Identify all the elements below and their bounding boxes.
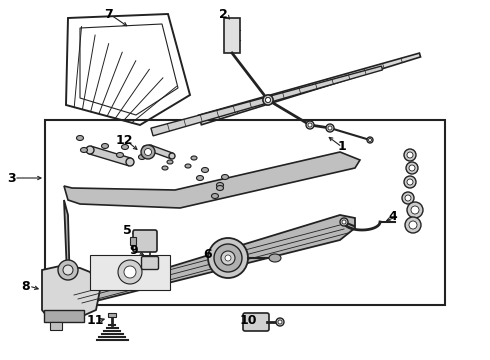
Ellipse shape (196, 175, 203, 180)
Polygon shape (64, 200, 355, 305)
Circle shape (147, 145, 153, 151)
Circle shape (278, 320, 282, 324)
Circle shape (409, 221, 417, 229)
Ellipse shape (162, 166, 168, 170)
Ellipse shape (217, 185, 223, 190)
Ellipse shape (80, 148, 88, 153)
Text: 10: 10 (239, 314, 257, 327)
FancyBboxPatch shape (142, 256, 158, 270)
Ellipse shape (117, 153, 123, 158)
Circle shape (225, 255, 231, 261)
Circle shape (124, 266, 136, 278)
Text: 1: 1 (338, 140, 346, 153)
Circle shape (411, 206, 419, 214)
Circle shape (368, 139, 371, 141)
Circle shape (63, 265, 73, 275)
Circle shape (208, 238, 248, 278)
Text: 9: 9 (130, 244, 138, 257)
Circle shape (306, 121, 314, 129)
Circle shape (263, 95, 273, 105)
Circle shape (58, 260, 78, 280)
Polygon shape (90, 255, 170, 290)
Bar (108, 313, 116, 317)
Text: 12: 12 (115, 134, 133, 147)
Bar (44, 310, 84, 322)
Bar (45, 120, 445, 305)
Circle shape (328, 126, 332, 130)
Circle shape (402, 192, 414, 204)
Circle shape (409, 165, 415, 171)
Polygon shape (42, 266, 100, 320)
Circle shape (145, 148, 151, 156)
Circle shape (407, 152, 413, 158)
Circle shape (266, 98, 270, 103)
Circle shape (326, 124, 334, 132)
Polygon shape (89, 146, 131, 166)
Ellipse shape (167, 160, 173, 164)
Circle shape (169, 153, 175, 159)
Circle shape (340, 218, 348, 226)
Text: 5: 5 (122, 224, 131, 237)
Circle shape (407, 202, 423, 218)
Text: 2: 2 (219, 8, 227, 21)
Ellipse shape (143, 145, 149, 150)
Circle shape (404, 149, 416, 161)
Text: 4: 4 (389, 210, 397, 222)
FancyBboxPatch shape (133, 230, 157, 252)
Polygon shape (64, 152, 360, 208)
Ellipse shape (221, 175, 228, 180)
Circle shape (407, 179, 413, 185)
Text: 3: 3 (7, 171, 15, 184)
Circle shape (276, 318, 284, 326)
Bar (130, 237, 136, 245)
Circle shape (126, 158, 134, 166)
Circle shape (118, 260, 142, 284)
Ellipse shape (201, 167, 209, 172)
Text: 8: 8 (22, 279, 30, 292)
Circle shape (221, 251, 235, 265)
Circle shape (308, 123, 312, 127)
Text: 11: 11 (86, 314, 104, 327)
Circle shape (404, 176, 416, 188)
Circle shape (405, 217, 421, 233)
Polygon shape (198, 53, 420, 125)
Circle shape (141, 145, 155, 159)
Ellipse shape (185, 164, 191, 168)
Circle shape (406, 162, 418, 174)
Circle shape (263, 95, 273, 105)
FancyBboxPatch shape (243, 313, 269, 331)
Polygon shape (149, 145, 173, 159)
Ellipse shape (139, 154, 146, 159)
Circle shape (342, 220, 346, 224)
Circle shape (405, 195, 411, 201)
Text: 6: 6 (204, 248, 212, 261)
Ellipse shape (269, 254, 281, 262)
Ellipse shape (76, 135, 83, 140)
Circle shape (266, 98, 270, 103)
Ellipse shape (101, 144, 108, 148)
Circle shape (214, 244, 242, 272)
Bar (224, 18, 240, 53)
Bar (50, 322, 62, 330)
Circle shape (367, 137, 373, 143)
Ellipse shape (191, 156, 197, 160)
Circle shape (86, 146, 94, 154)
Ellipse shape (212, 194, 219, 198)
Text: 7: 7 (103, 8, 112, 21)
Ellipse shape (122, 144, 128, 149)
Ellipse shape (217, 183, 223, 188)
Polygon shape (151, 66, 383, 136)
Polygon shape (66, 14, 190, 125)
